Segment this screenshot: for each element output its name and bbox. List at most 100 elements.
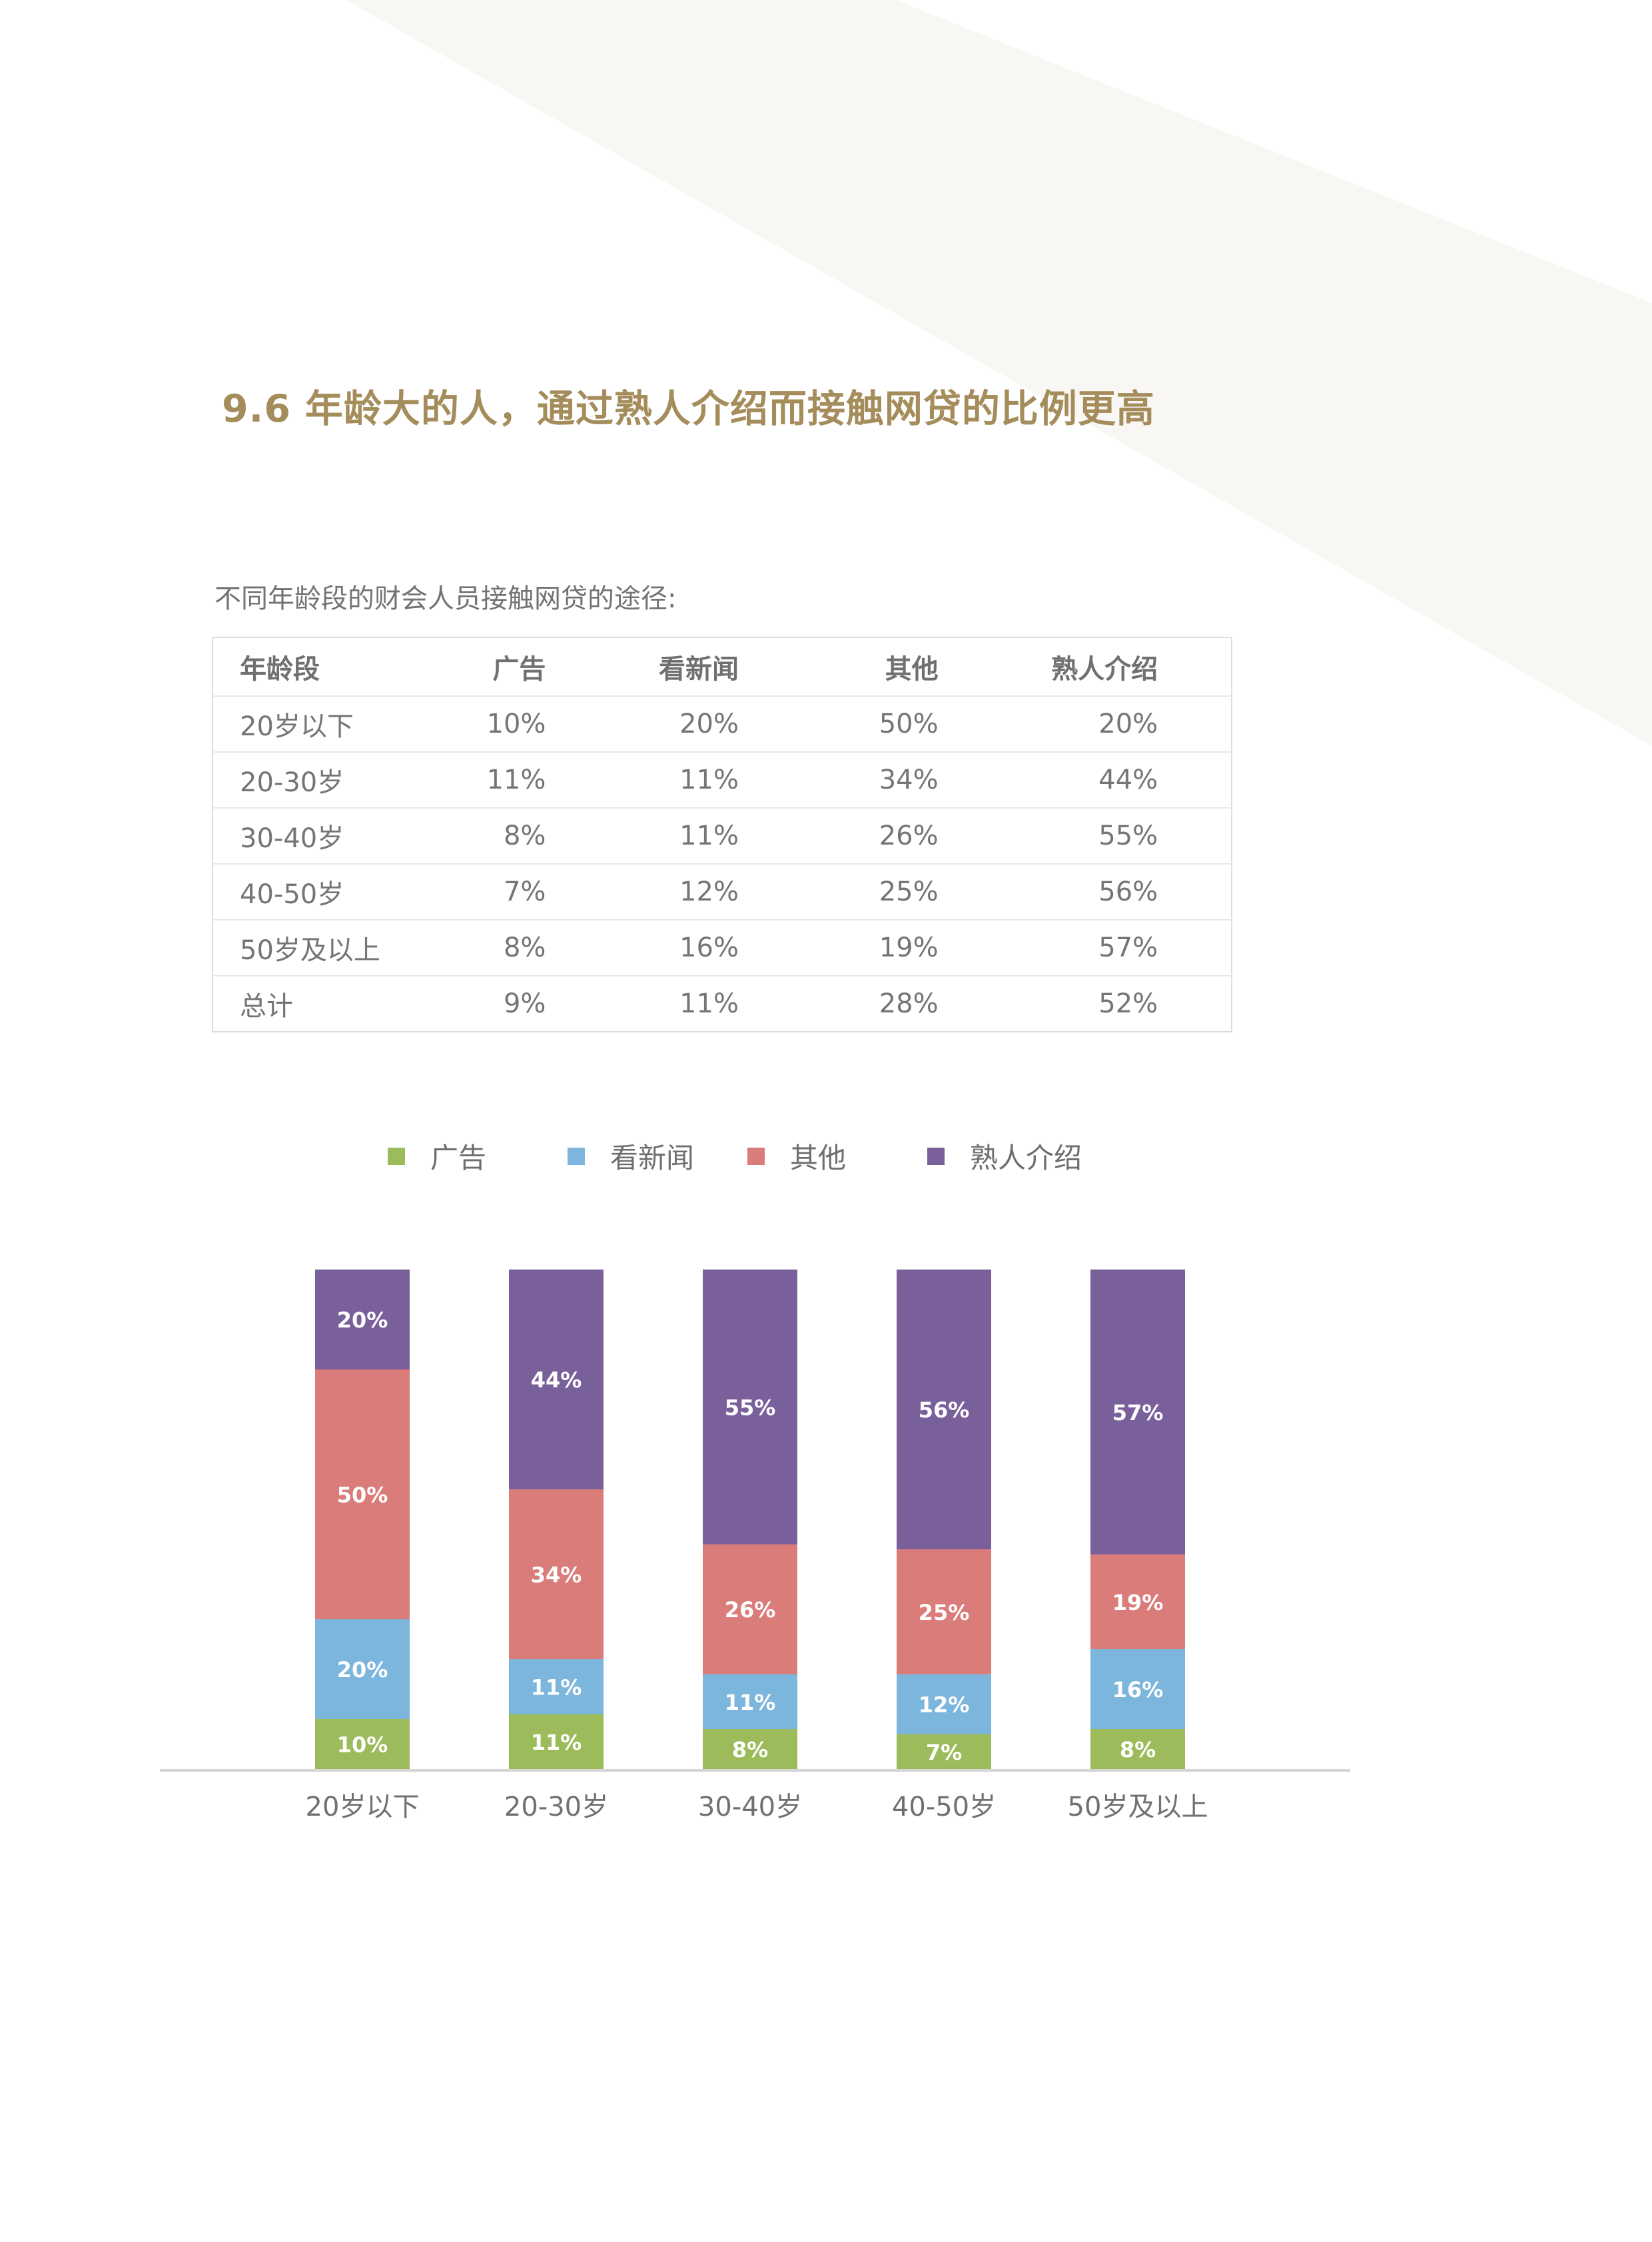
- legend-swatch: [388, 1147, 405, 1165]
- data-label: 12%: [919, 1692, 970, 1718]
- table-cell: 44%: [938, 752, 1158, 809]
- table-cell: 20%: [938, 696, 1158, 753]
- data-label: 19%: [1112, 1590, 1164, 1615]
- bar-segment: [703, 1674, 797, 1729]
- legend-label: 看新闻: [610, 1142, 695, 1174]
- bar-segment: [315, 1270, 410, 1369]
- table-cell: 20岁以下: [212, 696, 440, 753]
- table-cell: 10%: [439, 696, 546, 753]
- bar-segment: [1090, 1270, 1185, 1555]
- bar-segment: [1090, 1729, 1185, 1769]
- legend-label: 其他: [790, 1142, 847, 1174]
- legend-item-news: 看新闻: [568, 1136, 694, 1176]
- bar-segment: [315, 1719, 410, 1769]
- table-cell: 8%: [439, 920, 546, 976]
- table-caption: 不同年龄段的财会人员接触网贷的途径:: [214, 583, 677, 614]
- legend-item-ads: 广告: [388, 1136, 486, 1176]
- table-cell: 11%: [546, 808, 739, 865]
- table-cell: 11%: [439, 752, 546, 809]
- x-tick-label: 40-50岁: [892, 1792, 996, 1822]
- table-cell: 11%: [546, 752, 739, 809]
- bar-segment: [897, 1270, 991, 1549]
- table-cell: 总计: [240, 991, 293, 1022]
- data-label: 55%: [725, 1395, 776, 1420]
- data-table: 年龄段 广告 看新闻 其他 熟人介绍 20岁以下 10% 20% 50% 20%…: [212, 637, 1232, 1032]
- table-cell: 20-30岁: [212, 752, 440, 809]
- bar-segment: [509, 1489, 604, 1659]
- table-cell: 56%: [938, 864, 1158, 921]
- bar-segment: [1090, 1554, 1185, 1649]
- legend-item-referral: 熟人介绍: [927, 1136, 1082, 1176]
- header-referral: 熟人介绍: [938, 637, 1158, 697]
- legend-swatch: [927, 1147, 945, 1165]
- table-row: 50岁及以上 8% 16% 19% 57%: [212, 920, 1232, 976]
- data-label: 16%: [1112, 1677, 1164, 1702]
- data-label: 20%: [337, 1657, 388, 1682]
- data-label: 11%: [531, 1675, 582, 1700]
- bar-segment: [315, 1369, 410, 1619]
- table-row: 20岁以下 10% 20% 50% 20%: [212, 696, 1232, 753]
- data-label: 11%: [531, 1730, 582, 1755]
- bar-segment: [509, 1270, 604, 1489]
- table-cell: 57%: [938, 920, 1158, 976]
- data-label: 50%: [337, 1483, 388, 1508]
- x-tick-label: 20-30岁: [504, 1792, 608, 1822]
- table-row: 20-30岁 11% 11% 34% 44%: [212, 752, 1232, 809]
- table-cell: 7%: [439, 864, 546, 921]
- data-label: 8%: [732, 1737, 768, 1762]
- table-cell: 11%: [679, 988, 739, 1019]
- table-cell: 8%: [439, 808, 546, 865]
- table-cell: 50岁及以上: [212, 920, 440, 976]
- data-label: 26%: [725, 1597, 776, 1623]
- data-label: 25%: [919, 1600, 970, 1625]
- data-label: 8%: [1120, 1737, 1156, 1762]
- bar-segment: [897, 1674, 991, 1734]
- table-cell: 19%: [739, 920, 939, 976]
- header-age-group: 年龄段: [212, 637, 440, 697]
- legend-swatch: [747, 1147, 765, 1165]
- stacked-bar-chart: 10% 20% 50% 20% 20岁以下 11% 11% 34% 44% 20-30岁 8% 11%…: [160, 1270, 1350, 1822]
- bar-segment: [315, 1619, 410, 1719]
- bar-segment: [1090, 1649, 1185, 1729]
- data-label: 7%: [926, 1740, 962, 1765]
- page-title: 9.6 年龄大的人，通过熟人介绍而接触网贷的比例更高: [222, 387, 1155, 431]
- table-cell: 16%: [546, 920, 739, 976]
- table-cell: 26%: [739, 808, 939, 865]
- table-row: 40-50岁 7% 12% 25% 56%: [212, 864, 1232, 921]
- data-label: 44%: [531, 1367, 582, 1393]
- chart-legend: 广告 看新闻 其他 熟人介绍: [0, 1136, 1652, 1176]
- bar-segment: [897, 1734, 991, 1769]
- data-label: 57%: [1112, 1400, 1164, 1425]
- bar-segment: [509, 1714, 604, 1769]
- table-cell: 28%: [879, 988, 939, 1019]
- header-ads: 广告: [439, 637, 546, 697]
- table-cell: 40-50岁: [212, 864, 440, 921]
- table-cell: 55%: [938, 808, 1158, 865]
- table-header-row: 年龄段 广告 看新闻 其他 熟人介绍: [212, 637, 1232, 697]
- data-label: 11%: [725, 1690, 776, 1715]
- header-other: 其他: [739, 637, 939, 697]
- bar-segment: [509, 1659, 604, 1714]
- table-cell: 20%: [546, 696, 739, 753]
- legend-item-other: 其他: [747, 1136, 846, 1176]
- x-tick-label: 30-40岁: [698, 1792, 802, 1822]
- table-cell: 52%: [1098, 988, 1158, 1019]
- header-news: 看新闻: [546, 637, 739, 697]
- table-cell: 50%: [739, 696, 939, 753]
- bar-segment: [703, 1270, 797, 1545]
- table-cell: 34%: [739, 752, 939, 809]
- data-label: 56%: [919, 1397, 970, 1423]
- table-row-total: 总计 9% 11% 28% 52%: [212, 976, 1232, 1032]
- table-cell: 9%: [503, 988, 546, 1019]
- legend-label: 熟人介绍: [970, 1142, 1082, 1174]
- table-cell: 30-40岁: [212, 808, 440, 865]
- table-row: 30-40岁 8% 11% 26% 55%: [212, 808, 1232, 865]
- bar-segment: [703, 1544, 797, 1675]
- legend-swatch: [568, 1147, 585, 1165]
- data-label: 34%: [531, 1563, 582, 1588]
- x-tick-label: 50岁及以上: [1068, 1792, 1208, 1822]
- x-tick-label: 20岁以下: [306, 1792, 420, 1822]
- bar-segment: [897, 1549, 991, 1675]
- table-cell: 12%: [546, 864, 739, 921]
